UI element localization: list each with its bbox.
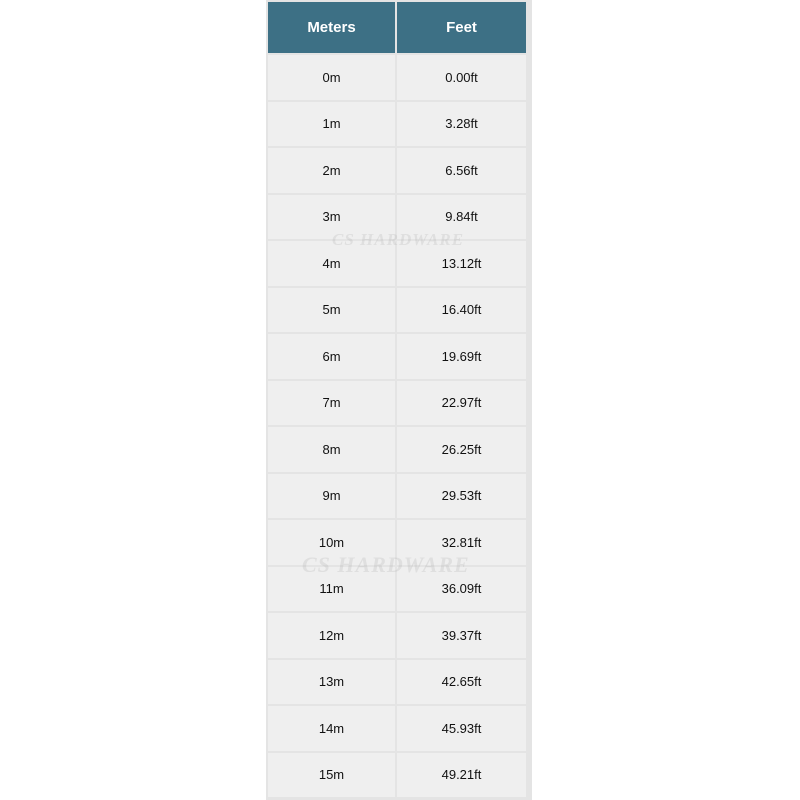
feet-cell: 29.53ft [397, 473, 526, 518]
meters-cell: 9m [268, 473, 395, 518]
meters-cell: 12m [268, 613, 395, 658]
feet-cell: 32.81ft [397, 520, 526, 565]
table-row: 11m 36.09ft [268, 566, 526, 611]
table-row: 12m 39.37ft [268, 613, 526, 658]
header-meters: Meters [268, 2, 395, 53]
feet-cell: 13.12ft [397, 241, 526, 286]
meters-cell: 5m [268, 287, 395, 332]
table-row: 8m 26.25ft [268, 427, 526, 472]
feet-cell: 39.37ft [397, 613, 526, 658]
feet-cell: 49.21ft [397, 752, 526, 797]
feet-cell: 6.56ft [397, 148, 526, 193]
feet-cell: 22.97ft [397, 380, 526, 425]
meters-cell: 7m [268, 380, 395, 425]
table-row: 4m 13.12ft [268, 241, 526, 286]
meters-cell: 10m [268, 520, 395, 565]
meters-cell: 8m [268, 427, 395, 472]
feet-cell: 0.00ft [397, 55, 526, 100]
table-row: 10m 32.81ft [268, 520, 526, 565]
feet-cell: 9.84ft [397, 194, 526, 239]
meters-cell: 1m [268, 101, 395, 146]
meters-cell: 15m [268, 752, 395, 797]
table-row: 0m 0.00ft [268, 55, 526, 100]
feet-cell: 3.28ft [397, 101, 526, 146]
meters-feet-table: Meters Feet 0m 0.00ft 1m 3.28ft 2m 6.56ft 3m 9.… [266, 0, 528, 799]
header-feet: Feet [397, 2, 526, 53]
table-row: 14m 45.93ft [268, 706, 526, 751]
table-row: 7m 22.97ft [268, 380, 526, 425]
meters-cell: 4m [268, 241, 395, 286]
feet-cell: 45.93ft [397, 706, 526, 751]
feet-cell: 36.09ft [397, 566, 526, 611]
feet-cell: 16.40ft [397, 287, 526, 332]
meters-cell: 6m [268, 334, 395, 379]
table-header-row: Meters Feet [268, 2, 526, 53]
meters-cell: 13m [268, 659, 395, 704]
meters-cell: 11m [268, 566, 395, 611]
table-row: 2m 6.56ft [268, 148, 526, 193]
conversion-table-container: Meters Feet 0m 0.00ft 1m 3.28ft 2m 6.56ft 3m 9.… [266, 0, 532, 800]
table-row: 6m 19.69ft [268, 334, 526, 379]
meters-cell: 0m [268, 55, 395, 100]
table-row: 5m 16.40ft [268, 287, 526, 332]
table-row: 9m 29.53ft [268, 473, 526, 518]
table-row: 1m 3.28ft [268, 101, 526, 146]
table-row: 15m 49.21ft [268, 752, 526, 797]
feet-cell: 42.65ft [397, 659, 526, 704]
meters-cell: 3m [268, 194, 395, 239]
feet-cell: 26.25ft [397, 427, 526, 472]
meters-cell: 2m [268, 148, 395, 193]
feet-cell: 19.69ft [397, 334, 526, 379]
meters-cell: 14m [268, 706, 395, 751]
table-row: 3m 9.84ft [268, 194, 526, 239]
table-row: 13m 42.65ft [268, 659, 526, 704]
